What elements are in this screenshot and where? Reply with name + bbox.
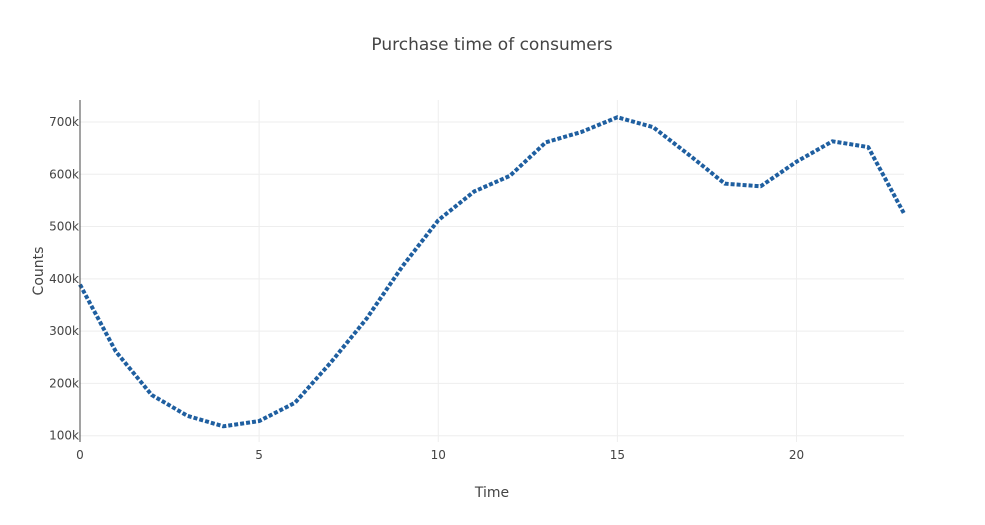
series-line (78, 115, 906, 429)
y-tick-label: 400k (49, 272, 79, 286)
y-tick-labels: 100k 200k 300k 400k 500k 600k 700k (49, 115, 79, 443)
x-tick-label: 20 (789, 448, 804, 462)
y-tick-label: 200k (49, 376, 79, 390)
x-tick-label: 10 (431, 448, 446, 462)
x-axis-label: Time (474, 485, 509, 501)
y-tick-label: 300k (49, 324, 79, 338)
y-tick-label: 500k (49, 220, 79, 234)
y-tick-label: 100k (49, 429, 79, 443)
y-axis-label: Counts (31, 247, 47, 296)
x-gridlines (258, 100, 798, 442)
y-tick-label: 600k (49, 167, 79, 181)
x-tick-label: 15 (610, 448, 625, 462)
x-tick-label: 5 (255, 448, 263, 462)
x-tick-labels: 0 5 10 15 20 (76, 448, 804, 462)
chart-title: Purchase time of consumers (371, 35, 612, 55)
x-tick-label: 0 (76, 448, 84, 462)
y-gridlines (80, 121, 904, 437)
series-layer (78, 115, 906, 429)
y-tick-label: 700k (49, 115, 79, 129)
